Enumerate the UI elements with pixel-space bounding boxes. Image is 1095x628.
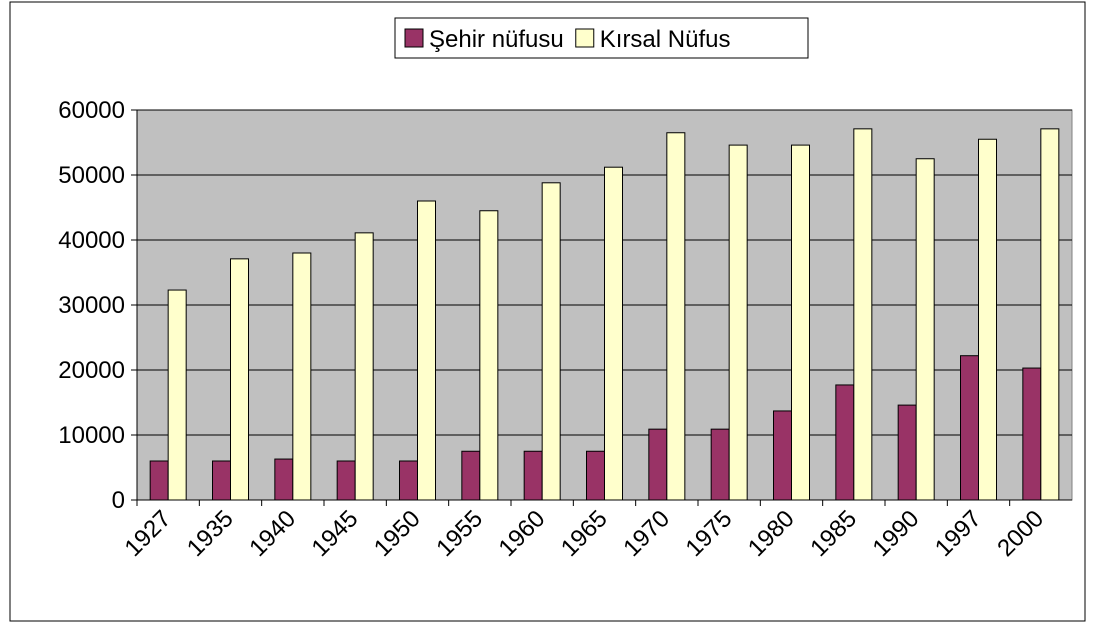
bar (167, 289, 187, 501)
y-tick-label: 0 (112, 487, 125, 514)
bar (728, 144, 748, 501)
bar (336, 460, 356, 501)
y-tick-label: 10000 (58, 422, 125, 449)
y-tick-label: 60000 (58, 97, 125, 124)
bar (417, 200, 436, 501)
bar (773, 410, 792, 501)
bar (461, 450, 481, 501)
bar (541, 182, 561, 501)
bar (586, 450, 605, 501)
bar (710, 428, 730, 501)
legend-swatch (575, 28, 595, 48)
legend-label: Şehir nüfusu (429, 26, 564, 53)
bar (230, 258, 249, 501)
bar (354, 232, 374, 501)
bar (897, 404, 917, 501)
bar (978, 138, 997, 501)
bar (523, 450, 543, 501)
bar (399, 460, 418, 501)
bar (648, 428, 668, 501)
bar (853, 128, 873, 501)
bar (915, 158, 935, 501)
bar (479, 210, 499, 501)
bar (1040, 128, 1060, 501)
y-tick-label: 30000 (58, 292, 125, 319)
bar (666, 132, 686, 501)
bar (274, 458, 294, 501)
y-tick-label: 40000 (58, 227, 125, 254)
bar (212, 460, 231, 501)
bar (149, 460, 169, 501)
bar (835, 384, 855, 501)
bar (604, 166, 623, 501)
bar (1022, 367, 1042, 501)
bar (292, 252, 312, 501)
legend-label: Kırsal Nüfus (600, 26, 731, 53)
legend-swatch (404, 28, 424, 48)
y-tick-label: 50000 (58, 162, 125, 189)
y-tick-label: 20000 (58, 357, 125, 384)
bar (960, 355, 979, 501)
legend (394, 17, 809, 59)
bar (791, 144, 810, 501)
